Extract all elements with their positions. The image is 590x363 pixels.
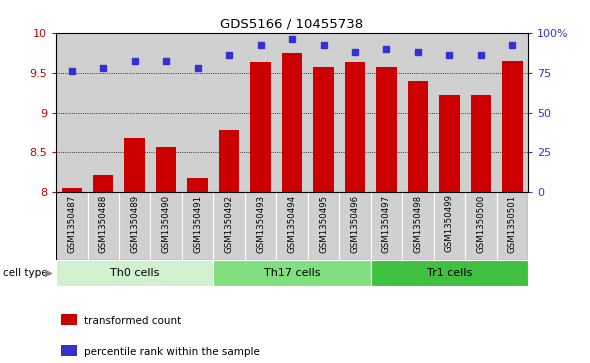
Bar	[61, 314, 77, 325]
Bar	[439, 95, 460, 192]
Bar	[87, 192, 119, 260]
Bar	[182, 33, 214, 192]
Bar	[119, 192, 150, 260]
Bar	[402, 192, 434, 260]
Text: GSM1350501: GSM1350501	[508, 195, 517, 253]
Text: GSM1350488: GSM1350488	[99, 195, 108, 253]
Text: GSM1350495: GSM1350495	[319, 195, 328, 253]
Bar	[282, 53, 302, 192]
Bar	[61, 188, 82, 192]
Bar	[471, 95, 491, 192]
Text: GSM1350497: GSM1350497	[382, 195, 391, 253]
Text: GSM1350499: GSM1350499	[445, 195, 454, 252]
Text: GSM1350496: GSM1350496	[350, 195, 359, 253]
Text: GSM1350490: GSM1350490	[162, 195, 171, 253]
Text: GSM1350489: GSM1350489	[130, 195, 139, 253]
Bar	[434, 33, 465, 192]
Bar	[214, 192, 245, 260]
Text: GSM1350493: GSM1350493	[256, 195, 265, 253]
Bar	[56, 192, 87, 260]
Bar	[376, 67, 396, 192]
Bar	[497, 192, 528, 260]
Bar	[465, 33, 497, 192]
Bar	[497, 33, 528, 192]
Bar	[214, 33, 245, 192]
Text: GSM1350494: GSM1350494	[287, 195, 297, 253]
Text: GSM1350500: GSM1350500	[476, 195, 486, 253]
Bar	[182, 192, 214, 260]
Bar	[276, 192, 308, 260]
Bar	[276, 33, 308, 192]
Bar	[502, 61, 523, 192]
Bar	[245, 33, 276, 192]
Text: GSM1350498: GSM1350498	[414, 195, 422, 253]
Text: cell type: cell type	[3, 268, 48, 278]
Bar	[371, 192, 402, 260]
Bar	[465, 192, 497, 260]
Text: GSM1350491: GSM1350491	[193, 195, 202, 253]
Text: Tr1 cells: Tr1 cells	[427, 268, 472, 278]
Text: Th17 cells: Th17 cells	[264, 268, 320, 278]
Text: transformed count: transformed count	[84, 316, 182, 326]
Bar	[408, 81, 428, 192]
Title: GDS5166 / 10455738: GDS5166 / 10455738	[221, 17, 363, 30]
Bar	[87, 33, 119, 192]
Bar	[308, 33, 339, 192]
Bar	[339, 33, 371, 192]
Text: GSM1350487: GSM1350487	[67, 195, 76, 253]
Bar	[93, 175, 113, 192]
Bar	[188, 178, 208, 192]
Text: percentile rank within the sample: percentile rank within the sample	[84, 347, 260, 357]
Bar	[156, 147, 176, 192]
Bar	[371, 33, 402, 192]
Bar	[345, 62, 365, 192]
Bar	[371, 260, 528, 286]
Bar	[56, 260, 214, 286]
Bar	[313, 67, 334, 192]
Bar	[308, 192, 339, 260]
Bar	[61, 345, 77, 356]
Bar	[402, 33, 434, 192]
Bar	[124, 138, 145, 192]
Bar	[434, 192, 465, 260]
Bar	[219, 130, 240, 192]
Text: Th0 cells: Th0 cells	[110, 268, 159, 278]
Bar	[56, 33, 87, 192]
Bar	[150, 33, 182, 192]
Text: GSM1350492: GSM1350492	[225, 195, 234, 253]
Bar	[339, 192, 371, 260]
Text: ▶: ▶	[45, 268, 53, 278]
Bar	[214, 260, 371, 286]
Bar	[250, 62, 271, 192]
Bar	[119, 33, 150, 192]
Bar	[150, 192, 182, 260]
Bar	[245, 192, 276, 260]
